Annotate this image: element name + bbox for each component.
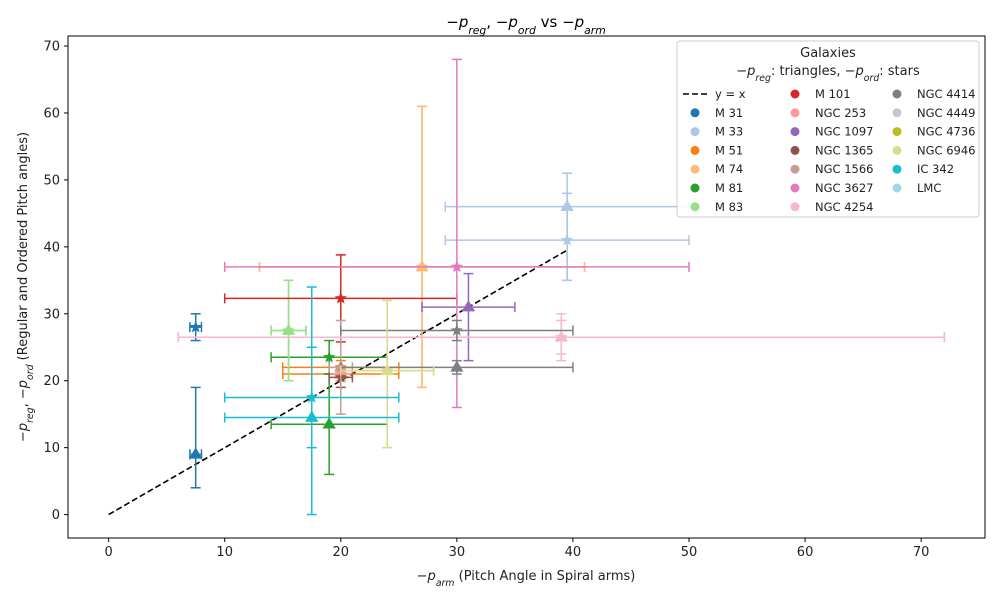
legend-swatch-ngc-1566 <box>790 164 800 174</box>
y-tick-label: 40 <box>43 240 60 255</box>
m-83-ord-point <box>270 279 307 382</box>
legend-label-ngc-1566: NGC 1566 <box>815 162 873 176</box>
legend-label-ngc-4449: NGC 4449 <box>917 106 975 120</box>
x-tick-label: 70 <box>913 545 930 560</box>
legend-swatch-m-51 <box>690 145 700 155</box>
chart-title: −preg, −pord vs −parm <box>446 13 605 37</box>
legend-label-ngc-1097: NGC 1097 <box>815 125 873 139</box>
reference-line-y-equals-x <box>108 249 568 516</box>
m-31-star-marker <box>189 320 202 333</box>
legend-label-m-81: M 81 <box>715 181 743 195</box>
legend-title: Galaxies <box>800 46 856 61</box>
legend-swatch-ic-342 <box>892 164 902 174</box>
legend-swatch-m-81 <box>690 183 700 193</box>
ngc-4414-triangle-marker <box>450 360 464 372</box>
ngc-4414-star-marker <box>450 324 464 336</box>
ngc-6946-star-marker <box>381 364 394 376</box>
y-tick-label: 10 <box>43 441 60 456</box>
legend-swatch-ngc-4736 <box>892 127 902 137</box>
m-31-reg-point <box>189 386 203 489</box>
y-tick-label: 50 <box>43 173 60 188</box>
ic-342-ord-point <box>223 346 400 449</box>
x-axis: 0 10 20 30 40 50 60 70 <box>104 538 929 560</box>
legend-label-ngc-253: NGC 253 <box>815 106 866 120</box>
legend-swatch-lmc <box>892 183 902 193</box>
legend-swatch-ngc-253 <box>790 108 800 118</box>
x-tick-label: 40 <box>565 545 582 560</box>
legend-label-ngc-4736: NGC 4736 <box>917 125 975 139</box>
y-tick-label: 60 <box>43 106 60 121</box>
ngc-1097-reg-point <box>421 272 516 362</box>
ngc-3627-ord-point <box>223 58 690 409</box>
y-tick-label: 70 <box>43 40 60 55</box>
legend-label-m-74: M 74 <box>715 162 743 176</box>
m-81-triangle-marker <box>322 417 336 429</box>
legend-label-ngc-3627: NGC 3627 <box>815 181 873 195</box>
m-31-triangle-marker <box>189 447 203 459</box>
ngc-4254-ord-point <box>177 313 946 362</box>
legend-swatch-m-31 <box>690 108 700 118</box>
m-31-ord-point <box>189 313 203 342</box>
legend-label-ngc-1365: NGC 1365 <box>815 143 873 157</box>
legend-swatch-ngc-1365 <box>790 145 800 155</box>
m-83-star-marker <box>282 324 295 336</box>
legend-label-m-83: M 83 <box>715 200 743 214</box>
legend-swatch-ngc-3627 <box>790 183 800 193</box>
legend-box <box>676 40 980 218</box>
m-33-ord-point <box>444 192 690 282</box>
legend-label-m-101: M 101 <box>815 87 851 101</box>
x-tick-label: 60 <box>797 545 814 560</box>
ic-342-star-marker <box>305 390 318 403</box>
ngc-3627-star-marker <box>450 260 464 273</box>
legend-label-m-33: M 33 <box>715 125 743 139</box>
ngc-1097-triangle-marker <box>461 300 476 312</box>
ngc-4254-star-marker <box>555 330 568 343</box>
legend-label-ic-342: IC 342 <box>917 162 954 176</box>
y-tick-label: 30 <box>43 307 60 322</box>
ngc-4414-ord-point <box>340 319 574 342</box>
legend-label-lmc: LMC <box>917 181 941 195</box>
m-74-ord-point <box>258 105 586 389</box>
y-axis: 0 10 20 30 40 50 60 70 <box>43 40 68 523</box>
x-tick-label: 50 <box>681 545 698 560</box>
y-tick-label: 20 <box>43 374 60 389</box>
legend-swatch-ngc-4449 <box>892 108 902 118</box>
legend-label-m-31: M 31 <box>715 106 743 120</box>
legend-swatch-ngc-4254 <box>790 202 800 212</box>
legend-swatch-m-33 <box>690 127 700 137</box>
x-tick-label: 0 <box>104 545 112 560</box>
legend-swatch-ngc-1097 <box>790 127 800 137</box>
ngc-4414-reg-point <box>340 359 574 375</box>
legend-swatch-m-101 <box>790 89 800 99</box>
m-81-star-marker <box>322 350 336 363</box>
legend-label-ngc-4414: NGC 4414 <box>917 87 975 101</box>
x-tick-label: 20 <box>333 545 350 560</box>
x-tick-label: 10 <box>216 545 233 560</box>
m-33-star-marker <box>560 233 574 246</box>
m-101-star-marker <box>334 291 347 304</box>
legend-swatch-m-74 <box>690 164 700 174</box>
legend-swatch-ngc-4414 <box>892 89 902 99</box>
legend: Galaxies−preg: triangles, −pord: starsy … <box>676 40 980 218</box>
legend-swatch-m-83 <box>690 202 700 212</box>
y-axis-label: −preg, −pord (Regular and Ordered Pitch … <box>16 132 36 442</box>
x-axis-label: −parm (Pitch Angle in Spiral arms) <box>417 569 636 589</box>
x-tick-label: 30 <box>449 545 466 560</box>
m-81-reg-point <box>270 373 388 476</box>
plot-frame <box>67 35 986 539</box>
legend-label-ngc-6946: NGC 6946 <box>917 143 975 157</box>
legend-swatch-ngc-6946 <box>892 145 902 155</box>
legend-label-m-51: M 51 <box>715 143 743 157</box>
y-tick-label: 0 <box>52 508 60 523</box>
plot-area <box>108 58 946 516</box>
ngc-6946-ord-point <box>340 299 435 449</box>
legend-label-y-x: y = x <box>715 87 746 101</box>
legend-label-ngc-4254: NGC 4254 <box>815 200 873 214</box>
